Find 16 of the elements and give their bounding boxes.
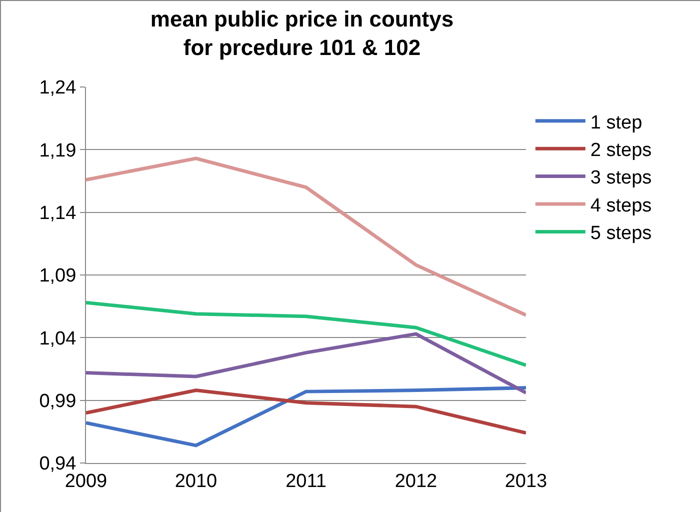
y-tick-label: 0,99	[39, 390, 76, 412]
chart-title: mean public price in countys for prcedure 101 & 102	[150, 6, 454, 60]
legend-label: 5 steps	[590, 223, 652, 244]
x-tick-label: 2013	[504, 470, 548, 492]
legend-label: 2 steps	[590, 140, 652, 161]
y-tick-label: 1,09	[39, 266, 76, 287]
x-tick-label: 2012	[394, 470, 438, 492]
y-tick-label: 1,19	[39, 140, 76, 162]
legend-label: 1 step	[590, 112, 642, 134]
y-tick-label: 1,24	[39, 78, 77, 99]
x-tick-label: 2011	[286, 470, 326, 492]
legend-label: 4 steps	[590, 195, 652, 216]
legend-label: 3 steps	[590, 168, 652, 189]
x-tick-label: 2010	[174, 470, 218, 492]
y-tick-label: 1,14	[39, 202, 77, 224]
y-tick-label: 1,04	[39, 328, 77, 350]
